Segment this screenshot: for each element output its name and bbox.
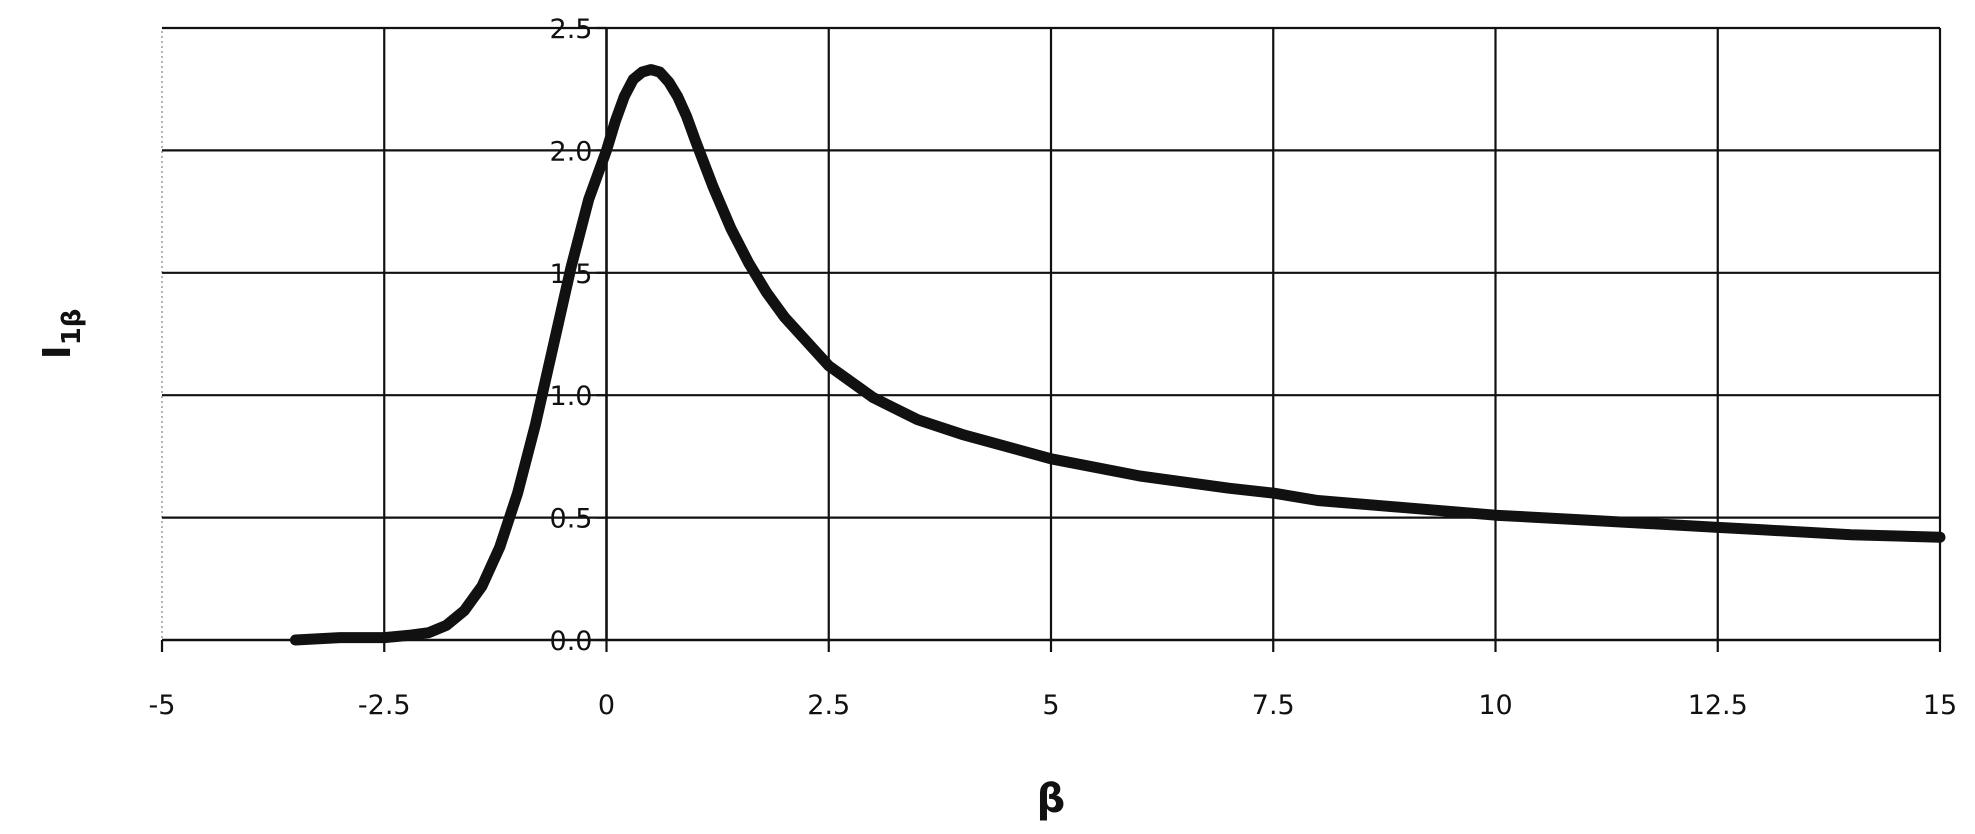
tick-labels: -5 -2.5 0 2.5 5 7.5 10 12.5 150.00.51.01.52.02.5 (149, 14, 1958, 721)
x-tick-label: 2.5 (807, 690, 850, 721)
axes (160, 26, 1942, 652)
x-tick-label: 12.5 (1688, 690, 1748, 721)
y-tick-label: 0.5 (550, 504, 593, 535)
x-tick-label: 10 (1478, 690, 1512, 721)
y-axis-title-sub: 1β (57, 309, 87, 346)
y-axis-title: I1β (35, 309, 87, 360)
x-tick-label: 7.5 (1252, 690, 1295, 721)
y-tick-label: 2.0 (550, 136, 593, 167)
series-layer (289, 64, 1946, 646)
x-tick-label: -2.5 (358, 690, 411, 721)
x-tick-label: 15 (1923, 690, 1957, 721)
x-tick-label: 0 (598, 690, 615, 721)
y-tick-label: 1.0 (550, 381, 593, 412)
gridlines (162, 26, 1942, 640)
y-tick-label: 0.0 (550, 626, 593, 657)
x-tick-label: -5 (149, 690, 176, 721)
x-axis-title: β (1037, 776, 1066, 822)
y-axis-title-text: I1β (35, 309, 87, 360)
y-tick-label: 2.5 (550, 14, 593, 45)
series-line (289, 64, 1946, 646)
y-axis-title-main: I (35, 345, 79, 359)
x-tick-label: 5 (1042, 690, 1059, 721)
